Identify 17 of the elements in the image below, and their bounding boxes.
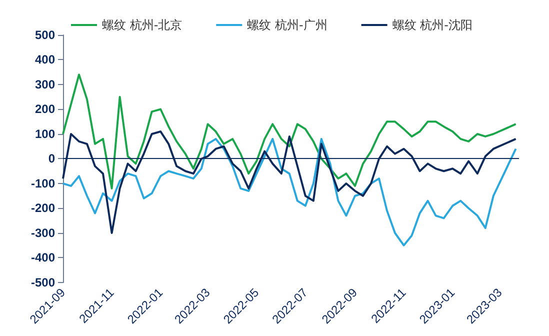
legend-label: 螺纹 杭州-广州 bbox=[247, 18, 328, 32]
y-tick-label: 100 bbox=[34, 127, 56, 141]
y-tick-label: -200 bbox=[30, 201, 56, 216]
line-series bbox=[62, 74, 517, 190]
y-tick-label: -300 bbox=[30, 226, 56, 240]
line-series bbox=[62, 130, 517, 234]
y-tick-label: 400 bbox=[34, 52, 56, 67]
y-tick-label: -100 bbox=[30, 176, 56, 190]
y-tick-label: 300 bbox=[34, 78, 56, 92]
legend-label: 螺纹 杭州-北京 bbox=[102, 18, 182, 32]
y-tick-label: -400 bbox=[30, 250, 56, 265]
line-series bbox=[62, 138, 517, 246]
y-tick-label: 500 bbox=[34, 28, 56, 42]
y-tick-label: 0 bbox=[48, 152, 56, 166]
y-tick-label: 200 bbox=[34, 102, 56, 116]
legend-label: 螺纹 杭州-沈阳 bbox=[392, 18, 472, 32]
y-tick-label: -500 bbox=[30, 275, 56, 290]
